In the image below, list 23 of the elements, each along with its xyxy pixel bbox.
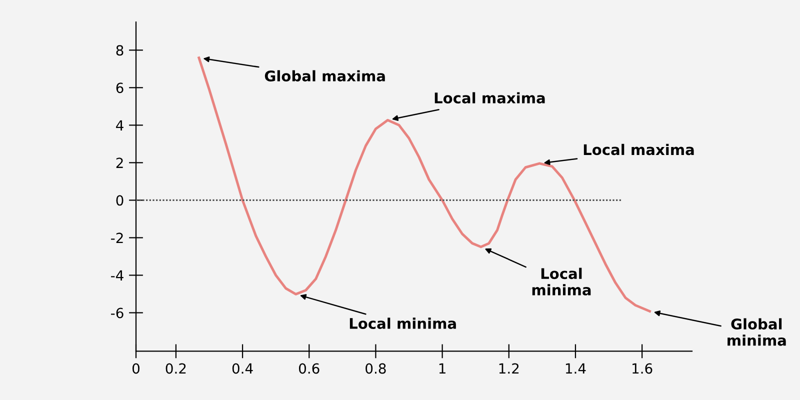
y-tick-label: 2 — [116, 158, 123, 168]
x-tick-label: 0 — [132, 363, 140, 374]
y-tick-label: 4 — [116, 120, 124, 130]
annotation: Global maxima — [264, 70, 385, 82]
y-tick-label: -6 — [111, 308, 124, 318]
x-tick-label: 1.6 — [632, 363, 652, 374]
annotation: Global minima — [728, 318, 786, 346]
annotation: Local maxima — [434, 92, 545, 104]
annotation: Local minima — [350, 318, 456, 329]
y-tick-label: 6 — [116, 82, 124, 94]
x-tick-label: 1.2 — [499, 363, 519, 374]
y-tick-label: 0 — [116, 195, 124, 206]
y-tick-label: 8 — [116, 45, 124, 56]
y-tick-label: -2 — [111, 232, 123, 243]
x-tick-label: 0.8 — [366, 363, 386, 374]
x-tick-label: 1.4 — [566, 363, 586, 374]
y-tick-label: -4 — [111, 270, 124, 281]
x-tick-label: 1 — [439, 363, 446, 374]
annotation: Local maxima — [584, 144, 694, 156]
annotation: Local minima — [532, 268, 591, 296]
x-tick-label: 0.6 — [299, 363, 320, 374]
x-tick-label: 0.4 — [232, 363, 253, 374]
x-tick-label: 0.2 — [166, 363, 186, 374]
